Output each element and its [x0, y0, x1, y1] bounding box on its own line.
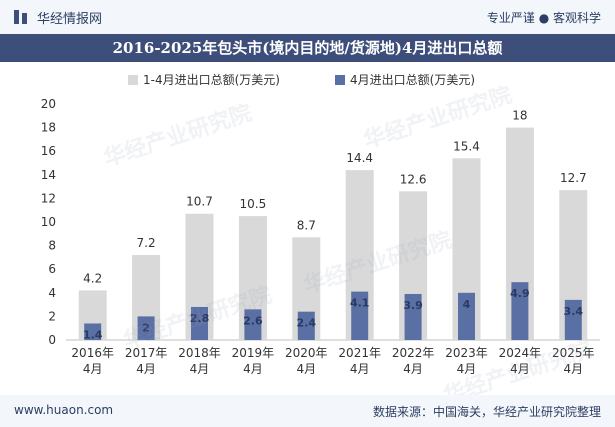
data-label-total: 12.7	[560, 171, 587, 185]
data-label-april: 2.6	[243, 314, 263, 327]
data-label-total: 10.7	[186, 195, 213, 209]
data-label-total: 7.2	[137, 236, 156, 250]
bar-april	[137, 316, 155, 340]
x-tick-label: 2023年	[445, 346, 488, 360]
footer-bar: www.huaon.com 数据来源：中国海关，华经产业研究院整理	[0, 395, 615, 427]
y-tick-label: 4	[48, 286, 56, 300]
data-label-april: 2	[142, 321, 150, 334]
x-tick-label: 2024年	[499, 346, 542, 360]
y-tick-label: 18	[41, 121, 56, 135]
data-label-april: 3.4	[564, 305, 584, 318]
x-tick-label: 4月	[190, 362, 210, 376]
legend-label-april: 4月进出口总额(万美元)	[350, 73, 475, 87]
data-label-april: 2.4	[297, 317, 317, 330]
website-link[interactable]: www.huaon.com	[14, 403, 114, 417]
legend-swatch-april	[335, 75, 345, 85]
x-tick-label: 2022年	[392, 346, 435, 360]
data-label-april: 1.4	[83, 328, 103, 341]
bar-april	[84, 323, 102, 340]
bar-april	[511, 282, 529, 340]
x-tick-label: 4月	[457, 362, 477, 376]
data-label-total: 4.2	[83, 271, 102, 285]
y-tick-label: 6	[48, 262, 56, 276]
data-label-april: 4	[463, 298, 471, 311]
y-tick-label: 14	[41, 168, 56, 182]
x-tick-label: 4月	[136, 362, 156, 376]
x-tick-label: 4月	[296, 362, 316, 376]
x-tick-label: 2016年	[71, 346, 114, 360]
y-tick-label: 2	[48, 309, 56, 323]
x-tick-label: 2021年	[338, 346, 381, 360]
data-label-april: 2.8	[190, 312, 210, 325]
data-label-total: 14.4	[346, 151, 373, 165]
x-tick-label: 2025年	[552, 346, 595, 360]
chart-title: 2016-2025年包头市(境内目的地/货源地)4月进出口总额	[0, 34, 615, 62]
bar-april	[244, 309, 262, 340]
x-tick-label: 2018年	[178, 346, 221, 360]
y-tick-label: 12	[41, 191, 56, 205]
x-tick-label: 4月	[563, 362, 583, 376]
y-tick-label: 10	[41, 215, 56, 229]
data-label-april: 4.9	[510, 287, 530, 300]
brand-name: 华经情报网	[37, 12, 103, 27]
data-label-april: 4.1	[350, 297, 370, 310]
x-tick-label: 2017年	[125, 346, 168, 360]
x-tick-label: 4月	[350, 362, 370, 376]
tagline: 专业严谨 ● 客观科学	[486, 11, 601, 25]
data-source: 数据来源：中国海关，华经产业研究院整理	[372, 405, 601, 419]
x-tick-label: 2020年	[285, 346, 328, 360]
bar-april	[404, 293, 422, 340]
data-label-april: 3.9	[403, 299, 423, 312]
data-label-total: 12.6	[400, 172, 427, 186]
y-tick-label: 16	[41, 144, 56, 158]
legend-label-total: 1-4月进出口总额(万美元)	[143, 73, 280, 87]
bar-april	[191, 306, 208, 340]
data-label-total: 10.5	[240, 197, 267, 211]
top-bar: 华经情报网 专业严谨 ● 客观科学	[0, 0, 615, 34]
y-tick-label: 20	[41, 97, 56, 111]
x-tick-label: 4月	[510, 362, 530, 376]
x-tick-label: 4月	[243, 362, 263, 376]
x-tick-label: 2019年	[232, 346, 275, 360]
bar-april	[564, 299, 582, 340]
data-label-total: 8.7	[297, 218, 316, 232]
bar-april	[351, 291, 369, 340]
data-label-total: 18	[512, 109, 527, 123]
y-tick-label: 0	[48, 333, 56, 347]
y-tick-label: 8	[48, 239, 56, 253]
x-tick-label: 4月	[83, 362, 103, 376]
bar-april	[458, 292, 475, 340]
bar-chart: 1-4月进出口总额(万美元) 4月进出口总额(万美元) 0 2 4 6 8 10 12 14 16 1…	[41, 73, 600, 376]
bar-april	[297, 311, 315, 340]
legend-swatch-total	[128, 75, 138, 85]
data-label-total: 15.4	[453, 139, 480, 153]
x-tick-label: 4月	[403, 362, 423, 376]
logo-icon	[14, 10, 27, 24]
